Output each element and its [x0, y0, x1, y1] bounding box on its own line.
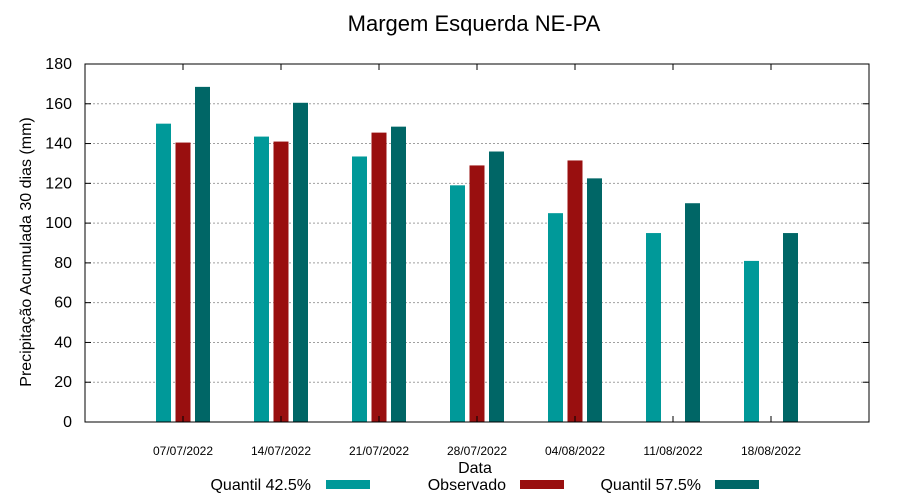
axis-ticks: 0 20 40 60 80 100 120 140 160 180 07/07/2022 14/07/…: [45, 56, 869, 458]
bar: [450, 185, 465, 422]
y-tick-label: 140: [45, 136, 72, 153]
bar: [744, 260, 759, 422]
x-tick-label: 07/07/2022: [153, 444, 213, 458]
legend-label: Quantil 57.5%: [600, 477, 701, 494]
bar: [685, 203, 700, 422]
bar: [195, 86, 210, 422]
bar: [548, 213, 563, 422]
x-tick-label: 14/07/2022: [251, 444, 311, 458]
y-tick-label: 160: [45, 96, 72, 113]
bar: [783, 233, 798, 422]
legend-swatch: [715, 480, 759, 489]
bar: [293, 102, 308, 423]
x-tick-label: 18/08/2022: [741, 444, 801, 458]
y-axis-label: Precipitação Acumulada 30 dias (mm): [18, 117, 35, 386]
x-tick-label: 04/08/2022: [545, 444, 605, 458]
bar: [156, 123, 171, 423]
x-tick-label: 21/07/2022: [349, 444, 409, 458]
bar: [469, 165, 485, 422]
y-tick-label: 100: [45, 215, 72, 232]
x-tick-label: 11/08/2022: [643, 444, 702, 458]
x-axis-label: Data: [458, 460, 492, 477]
bar: [567, 160, 583, 422]
x-tick-label: 28/07/2022: [447, 444, 507, 458]
y-tick-label: 0: [63, 414, 72, 431]
bar: [587, 178, 602, 422]
y-tick-label: 20: [54, 374, 72, 391]
bars: [156, 86, 798, 423]
chart-title: Margem Esquerda NE-PA: [348, 11, 601, 36]
legend-label: Observado: [428, 477, 506, 494]
bar: [273, 141, 289, 423]
legend: Quantil 42.5% Observado Quantil 57.5%: [210, 477, 759, 494]
y-tick-label: 40: [54, 334, 72, 351]
bar: [371, 132, 387, 422]
bar: [254, 136, 269, 422]
legend-swatch: [520, 480, 564, 489]
bar: [391, 126, 406, 423]
y-tick-label: 120: [45, 175, 72, 192]
y-tick-label: 60: [54, 295, 72, 312]
bar: [646, 233, 661, 422]
y-tick-label: 80: [54, 255, 72, 272]
bar: [489, 151, 504, 422]
bar: [352, 156, 367, 422]
legend-swatch: [326, 480, 370, 489]
legend-label: Quantil 42.5%: [210, 477, 311, 494]
y-tick-label: 180: [45, 56, 72, 73]
bar: [175, 142, 191, 423]
